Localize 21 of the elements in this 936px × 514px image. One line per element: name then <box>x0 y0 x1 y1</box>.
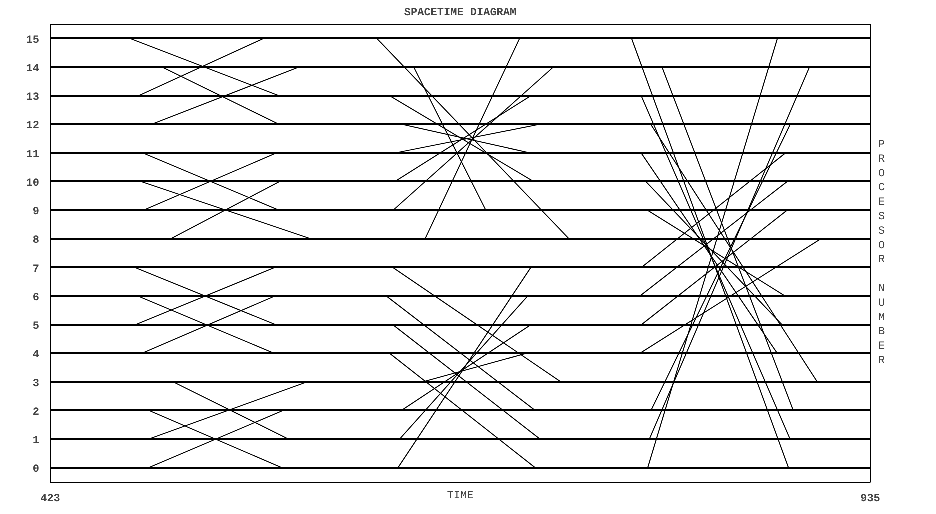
y-tick-label: 2 <box>32 406 40 419</box>
x-tick-label: 423 <box>40 494 61 506</box>
y-tick-label: 11 <box>26 149 40 162</box>
y-tick-label: 5 <box>32 321 40 334</box>
y-tick-label: 13 <box>26 92 40 104</box>
chart-title: SPACETIME DIAGRAM <box>404 8 518 20</box>
y-tick-label: 8 <box>32 235 40 248</box>
text: PROCESSOR NUMBER <box>878 140 886 368</box>
x-tick-label: 935 <box>860 494 881 506</box>
y-tick-label: 6 <box>32 292 40 304</box>
y-tick-label: 12 <box>26 120 40 133</box>
y-tick-label: 7 <box>32 264 40 276</box>
x-axis-title: TIME <box>447 490 474 502</box>
y-tick-label: 9 <box>32 206 40 219</box>
y-tick-label: 3 <box>32 378 40 390</box>
y-tick-label: 4 <box>32 350 40 362</box>
y-tick-label: 14 <box>26 63 40 76</box>
y-tick-label: 0 <box>32 464 40 476</box>
y-tick-label: 15 <box>26 34 40 47</box>
y-tick-label: 1 <box>32 436 40 448</box>
y-tick-label: 10 <box>26 178 40 190</box>
